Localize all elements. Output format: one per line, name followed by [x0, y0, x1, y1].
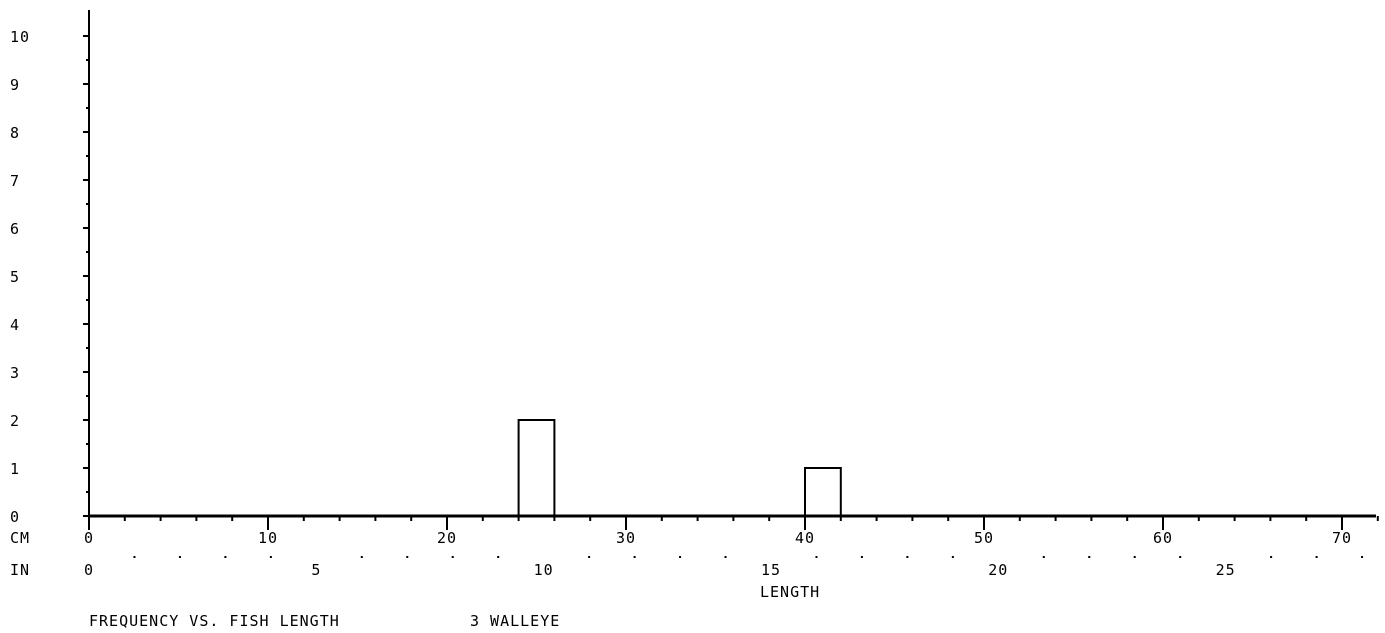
in-tick-label: 15 — [761, 561, 781, 579]
in-tick-label: 5 — [311, 561, 321, 579]
x-dot — [133, 556, 136, 558]
x-dot — [224, 556, 227, 558]
y-tick-label: 0 — [10, 508, 20, 526]
in-tick-label: 20 — [988, 561, 1008, 579]
cm-tick-label: 60 — [1153, 529, 1173, 547]
x-dot — [633, 556, 636, 558]
y-axis-tick-labels: 0 1 2 3 4 5 6 7 8 9 10 — [10, 28, 30, 526]
x-dot — [1088, 556, 1091, 558]
cm-tick-label: 20 — [437, 529, 457, 547]
y-tick-label: 6 — [10, 220, 20, 238]
cm-tick-label: 30 — [616, 529, 636, 547]
x-dot — [951, 556, 954, 558]
x-axis-title: LENGTH — [760, 583, 820, 601]
cm-tick-label: 50 — [974, 529, 994, 547]
x-dot — [1179, 556, 1182, 558]
x-dot — [724, 556, 727, 558]
cm-tick-label: 10 — [258, 529, 278, 547]
x-dot — [679, 556, 682, 558]
cm-unit-label: CM — [10, 529, 30, 547]
chart-subtitle: 3 WALLEYE — [470, 612, 560, 630]
y-tick-label: 5 — [10, 268, 20, 286]
cm-tick-labels: 0 10 20 30 40 50 60 70 — [84, 516, 1352, 547]
x-dot — [1133, 556, 1136, 558]
cm-tick-label: 70 — [1332, 529, 1352, 547]
x-dot — [497, 556, 500, 558]
chart-title: FREQUENCY VS. FISH LENGTH — [89, 612, 340, 630]
x-dot — [360, 556, 363, 558]
x-dot — [1361, 556, 1364, 558]
x-dot — [860, 556, 863, 558]
in-tick-label: 10 — [534, 561, 554, 579]
y-tick-label: 1 — [10, 460, 20, 478]
x-dot — [588, 556, 591, 558]
y-tick-label: 4 — [10, 316, 20, 334]
cm-tick-label: 40 — [795, 529, 815, 547]
cm-tick-label: 0 — [84, 529, 94, 547]
x-dot — [269, 556, 272, 558]
x-dot — [451, 556, 454, 558]
y-tick-label: 9 — [10, 76, 20, 94]
y-tick-label: 8 — [10, 124, 20, 142]
in-unit-label: IN — [10, 561, 30, 579]
y-tick-label: 10 — [10, 28, 30, 46]
x-dot — [1315, 556, 1318, 558]
x-dot — [178, 556, 181, 558]
histogram-bars — [517, 419, 842, 517]
in-tick-label: 0 — [84, 561, 94, 579]
in-tick-label: 25 — [1216, 561, 1236, 579]
histogram-bar — [804, 467, 842, 517]
histogram-bar — [517, 419, 556, 517]
x-dot — [1270, 556, 1273, 558]
x-axis-minor-dots — [133, 556, 1364, 558]
y-tick-label: 7 — [10, 172, 20, 190]
in-tick-labels: 0 5 10 15 20 25 — [84, 561, 1236, 579]
x-dot — [1042, 556, 1045, 558]
y-tick-label: 3 — [10, 364, 20, 382]
x-dot — [906, 556, 909, 558]
x-dot — [815, 556, 818, 558]
x-dot — [406, 556, 409, 558]
y-tick-label: 2 — [10, 412, 20, 430]
